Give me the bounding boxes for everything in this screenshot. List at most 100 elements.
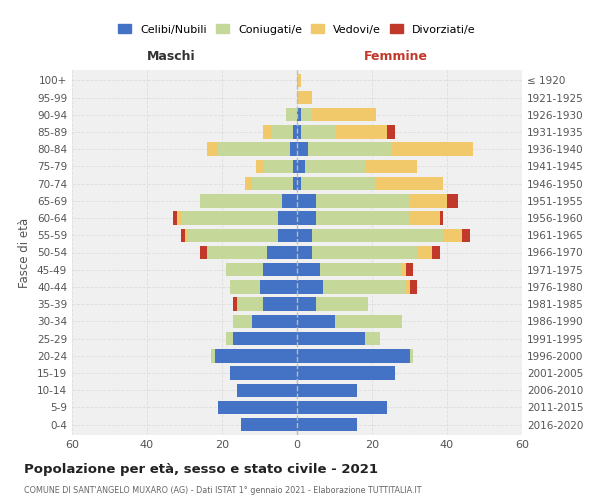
Bar xyxy=(297,400,387,414)
Bar xyxy=(297,263,320,276)
Bar xyxy=(320,263,402,276)
Bar xyxy=(308,142,391,156)
Bar xyxy=(226,332,233,345)
Bar xyxy=(323,280,406,293)
Bar xyxy=(443,228,462,242)
Bar xyxy=(278,228,297,242)
Bar xyxy=(301,108,312,122)
Legend: Celibi/Nubili, Coniugati/e, Vedovi/e, Divorziati/e: Celibi/Nubili, Coniugati/e, Vedovi/e, Di… xyxy=(115,21,479,38)
Bar xyxy=(297,298,316,311)
Bar xyxy=(293,126,297,138)
Bar xyxy=(207,246,267,259)
Bar xyxy=(316,212,409,225)
Bar xyxy=(406,280,409,293)
Bar xyxy=(417,246,432,259)
Bar xyxy=(278,212,297,225)
Bar xyxy=(312,228,443,242)
Bar xyxy=(297,314,335,328)
Bar xyxy=(297,142,308,156)
Bar xyxy=(409,280,417,293)
Bar xyxy=(188,228,278,242)
Bar xyxy=(229,366,297,380)
Bar xyxy=(297,366,395,380)
Bar xyxy=(177,212,181,225)
Bar xyxy=(233,332,297,345)
Text: Popolazione per età, sesso e stato civile - 2021: Popolazione per età, sesso e stato civil… xyxy=(24,462,378,475)
Bar xyxy=(185,228,188,242)
Bar xyxy=(215,349,297,362)
Bar xyxy=(282,194,297,207)
Bar xyxy=(263,160,293,173)
Bar xyxy=(462,228,470,242)
Bar xyxy=(297,194,316,207)
Bar xyxy=(199,194,282,207)
Bar xyxy=(226,263,263,276)
Bar xyxy=(312,246,417,259)
Bar xyxy=(286,108,297,122)
Bar xyxy=(181,212,278,225)
Bar xyxy=(252,177,293,190)
Bar xyxy=(316,298,368,311)
Bar xyxy=(229,280,260,293)
Bar xyxy=(237,298,263,311)
Bar xyxy=(233,298,237,311)
Bar xyxy=(256,160,263,173)
Bar xyxy=(218,142,290,156)
Bar xyxy=(297,332,365,345)
Text: Maschi: Maschi xyxy=(146,50,196,62)
Bar xyxy=(297,228,312,242)
Y-axis label: Fasce di età: Fasce di età xyxy=(19,218,31,288)
Bar xyxy=(211,349,215,362)
Bar xyxy=(447,194,458,207)
Text: Femmine: Femmine xyxy=(364,50,428,62)
Bar xyxy=(402,263,406,276)
Bar xyxy=(365,160,417,173)
Bar xyxy=(245,177,252,190)
Bar xyxy=(297,349,409,362)
Bar xyxy=(181,228,185,242)
Bar xyxy=(241,418,297,432)
Bar xyxy=(297,160,305,173)
Bar xyxy=(409,349,413,362)
Bar xyxy=(387,126,395,138)
Bar xyxy=(406,263,413,276)
Bar xyxy=(263,263,297,276)
Bar xyxy=(293,177,297,190)
Bar xyxy=(409,194,447,207)
Bar xyxy=(252,314,297,328)
Bar xyxy=(297,108,301,122)
Text: COMUNE DI SANT'ANGELO MUXARO (AG) - Dati ISTAT 1° gennaio 2021 - Elaborazione TU: COMUNE DI SANT'ANGELO MUXARO (AG) - Dati… xyxy=(24,486,421,495)
Bar xyxy=(297,384,357,397)
Bar xyxy=(301,126,335,138)
Bar xyxy=(439,212,443,225)
Bar xyxy=(305,160,365,173)
Bar xyxy=(173,212,177,225)
Bar xyxy=(297,418,357,432)
Bar xyxy=(263,126,271,138)
Bar xyxy=(297,246,312,259)
Bar xyxy=(199,246,207,259)
Bar xyxy=(391,142,473,156)
Bar xyxy=(297,212,316,225)
Bar xyxy=(297,280,323,293)
Bar xyxy=(297,177,301,190)
Bar xyxy=(218,400,297,414)
Bar xyxy=(271,126,293,138)
Bar xyxy=(335,126,387,138)
Bar xyxy=(297,91,312,104)
Bar xyxy=(293,160,297,173)
Bar xyxy=(207,142,218,156)
Bar xyxy=(365,332,380,345)
Bar xyxy=(233,314,252,328)
Bar xyxy=(297,126,301,138)
Bar xyxy=(432,246,439,259)
Bar xyxy=(263,298,297,311)
Bar xyxy=(335,314,402,328)
Bar xyxy=(409,212,439,225)
Bar xyxy=(376,177,443,190)
Bar xyxy=(301,177,376,190)
Bar xyxy=(260,280,297,293)
Bar xyxy=(297,74,301,87)
Bar xyxy=(237,384,297,397)
Bar xyxy=(316,194,409,207)
